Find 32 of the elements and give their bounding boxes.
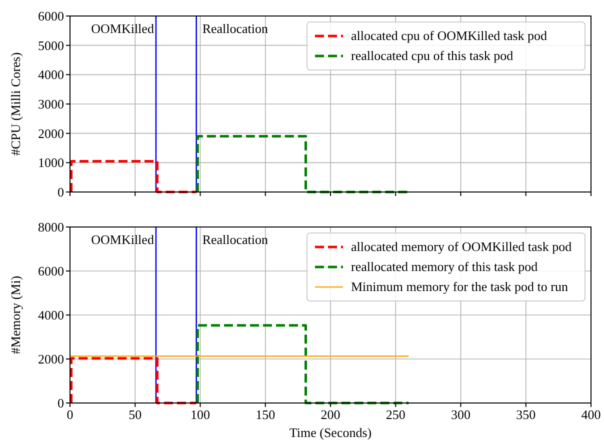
x-tick-label: 150: [256, 407, 276, 422]
y-tick-label: 3000: [38, 96, 64, 112]
y-axis-title: #Memory (Mi): [8, 276, 23, 354]
legend-label: Minimum memory for the task pod to run: [351, 279, 568, 294]
y-tick-label: 0: [58, 184, 64, 200]
y-tick-label: 0: [58, 396, 64, 410]
x-tick-label: 250: [386, 407, 406, 422]
legend-label: reallocated cpu of this task pod: [351, 48, 514, 63]
legend-label: allocated memory of OOMKilled task pod: [351, 239, 572, 254]
y-tick-label: 4000: [38, 308, 64, 322]
ref-line-label: Reallocation: [202, 21, 269, 36]
x-tick-label: 300: [451, 407, 470, 422]
x-tick-label: 400: [581, 407, 601, 422]
x-axis-title: Time (Seconds): [289, 425, 372, 440]
x-tick-label: 200: [320, 407, 340, 422]
x-tick-label: 50: [128, 407, 142, 422]
y-tick-label: 8000: [38, 220, 64, 234]
y-tick-label: 6000: [38, 264, 64, 278]
legend-label: reallocated memory of this task pod: [351, 259, 538, 274]
ref-line-label: OOMKilled: [91, 21, 154, 36]
y-tick-label: 1000: [38, 155, 64, 170]
y-tick-label: 2000: [38, 126, 64, 141]
y-tick-label: 5000: [38, 38, 64, 53]
ref-line-label: Reallocation: [202, 232, 269, 247]
y-axis-title: #CPU (Milli Cores): [8, 52, 23, 156]
legend-label: allocated cpu of OOMKilled task pod: [351, 28, 548, 43]
x-tick-label: 350: [516, 407, 536, 422]
ref-line-label: OOMKilled: [91, 232, 154, 247]
y-tick-label: 4000: [38, 67, 64, 82]
y-tick-label: 6000: [38, 8, 64, 24]
y-tick-label: 2000: [38, 352, 64, 366]
x-tick-label: 100: [190, 407, 210, 422]
